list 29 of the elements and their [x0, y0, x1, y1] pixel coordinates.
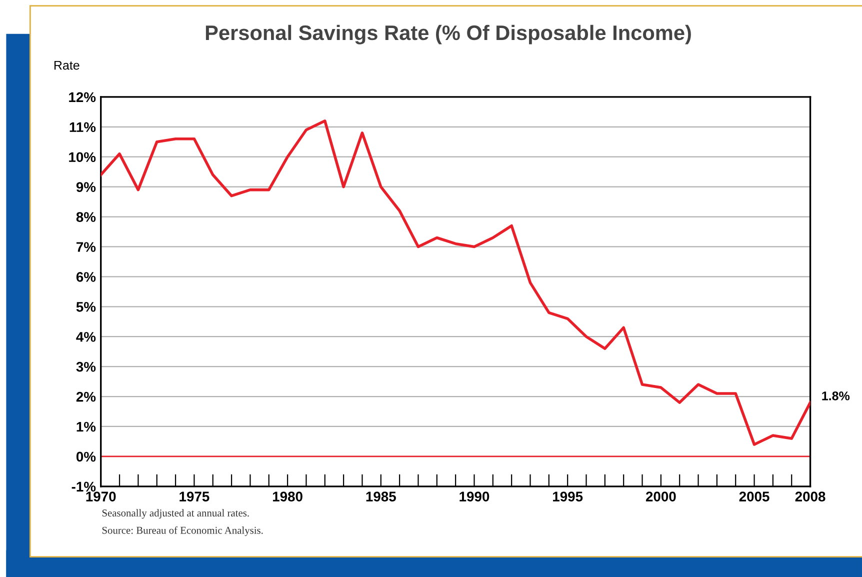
source-note: Source: Bureau of Economic Analysis.	[102, 526, 263, 536]
x-tick-label: 2008	[795, 492, 826, 502]
y-axis-title: Rate	[54, 60, 80, 70]
y-tick-label: 4%	[76, 332, 96, 342]
y-tick-label: 2%	[76, 392, 96, 402]
x-tick-label: 2000	[646, 492, 676, 502]
x-tick-label: 1970	[86, 492, 116, 502]
y-tick-label: 12%	[69, 92, 96, 102]
x-tick-label: 1995	[553, 492, 583, 502]
chart-title: Personal Savings Rate (% Of Disposable Income)	[206, 24, 691, 44]
x-tick-label: 1975	[180, 492, 210, 502]
y-tick-label: 8%	[76, 212, 96, 222]
y-tick-label: 10%	[69, 152, 96, 162]
annotation: 1.8%	[822, 391, 850, 400]
y-tick-label: 5%	[76, 302, 96, 312]
line-series	[100, 120, 810, 446]
y-tick-label: 6%	[76, 272, 96, 282]
y-tick-label: -1%	[72, 482, 96, 492]
y-tick-label: 7%	[76, 242, 96, 252]
y-tick-label: 3%	[76, 362, 96, 372]
x-tick-label: 2005	[739, 492, 770, 502]
x-tick-label: 1980	[272, 492, 302, 502]
x-tick-label: 1990	[460, 492, 490, 502]
y-tick-label: 9%	[76, 182, 96, 192]
x-tick-label: 1985	[366, 492, 396, 502]
y-tick-label: 1%	[76, 422, 96, 432]
y-tick-label: 0%	[76, 452, 96, 462]
y-tick-label: 11%	[70, 122, 96, 132]
text: Seasonally adjusted at annual rates.	[102, 509, 249, 519]
